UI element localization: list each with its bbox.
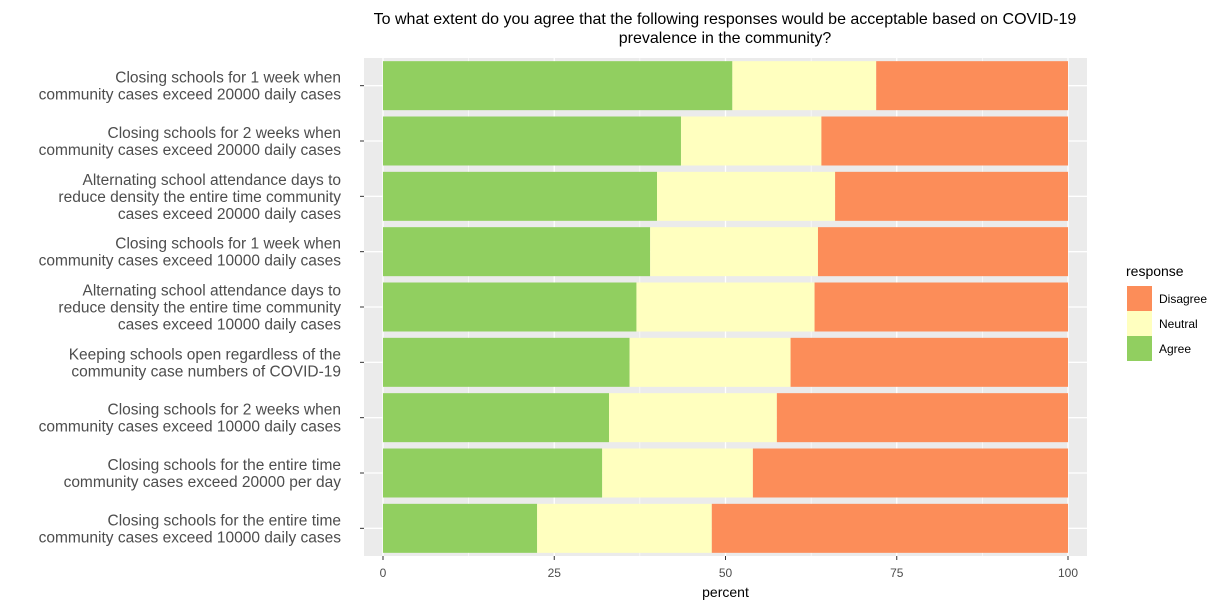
y-tick-label: Alternating school attendance days to <box>82 283 341 300</box>
x-tick-label: 50 <box>719 566 733 580</box>
chart-title-line: prevalence in the community? <box>619 30 832 47</box>
y-tick-label: community case numbers of COVID-19 <box>71 363 341 380</box>
y-axis: Closing schools for 1 week whencommunity… <box>39 70 364 546</box>
bar-agree <box>383 337 630 387</box>
y-tick-label: community cases exceed 20000 per day <box>64 474 342 491</box>
x-tick-label: 25 <box>548 566 562 580</box>
bar-disagree <box>821 116 1068 166</box>
bar-agree <box>383 116 681 166</box>
y-tick-label: community cases exceed 10000 daily cases <box>39 253 342 270</box>
y-tick-label: Keeping schools open regardless of the <box>69 346 341 363</box>
x-tick-label: 0 <box>380 566 387 580</box>
legend-key-neutral <box>1127 311 1152 336</box>
y-tick-label: Closing schools for 1 week when <box>115 236 341 253</box>
y-tick-label: Closing schools for 2 weeks when <box>108 402 341 419</box>
y-tick-label: Closing schools for the entire time <box>108 512 341 529</box>
bar-disagree <box>711 503 1068 553</box>
y-tick-label: Closing schools for 2 weeks when <box>108 125 341 142</box>
bar-disagree <box>817 227 1068 277</box>
bar-agree <box>383 448 603 498</box>
bar-neutral <box>732 61 877 111</box>
bar-neutral <box>537 503 712 553</box>
y-tick-label: community cases exceed 10000 daily cases <box>39 419 342 436</box>
bar-disagree <box>790 337 1068 387</box>
y-tick-label: reduce density the entire time community <box>58 300 341 317</box>
bar-neutral <box>657 171 836 221</box>
legend-key-disagree <box>1127 286 1152 311</box>
y-tick-label: Closing schools for the entire time <box>108 457 341 474</box>
bar-disagree <box>835 171 1068 221</box>
legend-label: Agree <box>1159 342 1191 356</box>
y-tick-label: Alternating school attendance days to <box>82 172 341 189</box>
y-tick-label: cases exceed 10000 daily cases <box>118 317 341 334</box>
legend-label: Neutral <box>1159 317 1198 331</box>
y-tick-label: community cases exceed 20000 daily cases <box>39 142 342 159</box>
legend-label: Disagree <box>1159 292 1207 306</box>
legend-title: response <box>1126 263 1184 279</box>
chart-title-line: To what extent do you agree that the fol… <box>374 11 1077 28</box>
bar-disagree <box>876 61 1068 111</box>
y-tick-label: cases exceed 20000 daily cases <box>118 206 341 223</box>
y-tick-label: community cases exceed 20000 daily cases <box>39 87 342 104</box>
bar-neutral <box>650 227 818 277</box>
y-tick-label: community cases exceed 10000 daily cases <box>39 529 342 546</box>
y-tick-label: reduce density the entire time community <box>58 189 341 206</box>
bar-agree <box>383 503 538 553</box>
bar-neutral <box>609 393 777 443</box>
bar-agree <box>383 282 637 332</box>
bar-agree <box>383 171 657 221</box>
y-tick-label: Closing schools for 1 week when <box>115 70 341 87</box>
chart-title: To what extent do you agree that the fol… <box>374 11 1077 47</box>
bar-disagree <box>752 448 1068 498</box>
legend-key-agree <box>1127 336 1152 361</box>
x-tick-label: 100 <box>1058 566 1078 580</box>
bar-disagree <box>814 282 1068 332</box>
bar-neutral <box>629 337 791 387</box>
bar-disagree <box>776 393 1068 443</box>
bar-agree <box>383 227 651 277</box>
x-axis: 0 25 50 75 100 <box>380 556 1078 580</box>
x-axis-title: percent <box>702 584 749 600</box>
bars <box>383 61 1068 553</box>
bar-agree <box>383 393 610 443</box>
bar-neutral <box>680 116 822 166</box>
legend: response Disagree Neutral Agree <box>1126 263 1207 361</box>
bar-neutral <box>602 448 753 498</box>
x-tick-label: 75 <box>890 566 904 580</box>
bar-neutral <box>636 282 815 332</box>
bar-agree <box>383 61 733 111</box>
